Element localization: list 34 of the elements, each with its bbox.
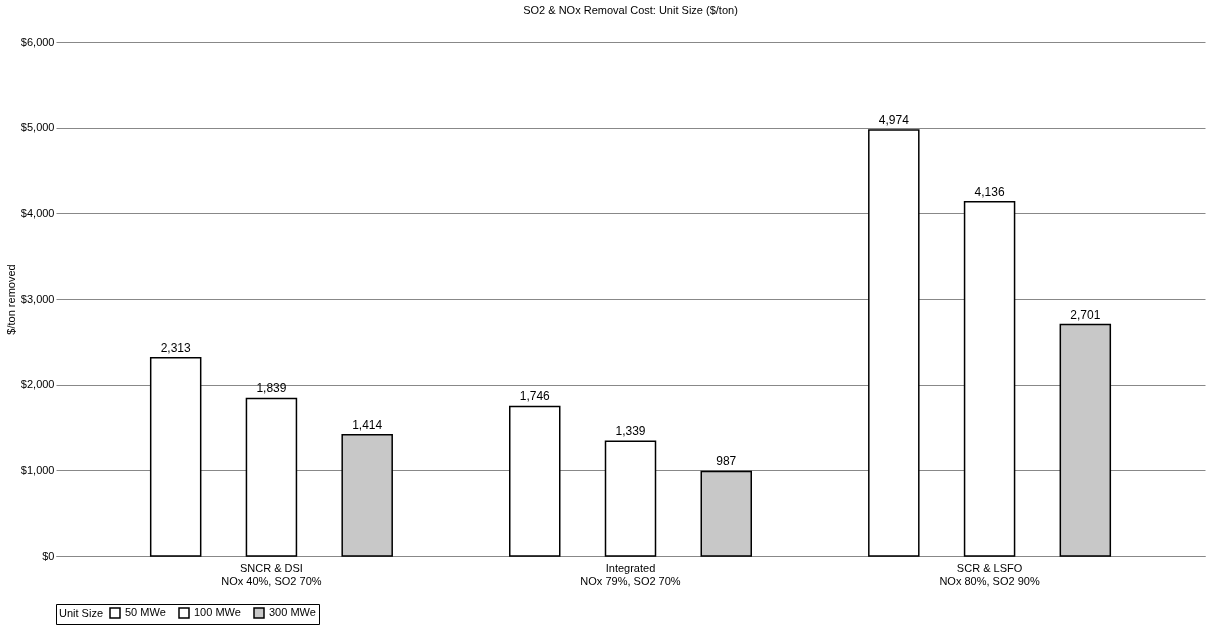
bar [509,405,561,557]
bar [1059,323,1112,557]
y-tick-label: $0 [42,549,55,562]
data-label: 1,414 [352,417,383,432]
y-tick-label: $3,000 [20,292,55,305]
y-tick-label: $2,000 [20,378,55,391]
data-label: 1,339 [615,424,646,439]
data-label: 4,974 [878,112,910,127]
bar [604,440,657,557]
y-tick-label: $1,000 [20,463,55,476]
bar [245,397,298,557]
x-tick-label: SNCR & DSI NOx 40%, SO2 70% [221,561,322,587]
x-tick-label: Integrated NOx 79%, SO2 70% [580,561,681,587]
y-tick-label: $6,000 [20,35,55,48]
data-label: 987 [716,454,737,469]
data-label: 2,701 [1070,307,1101,322]
data-label: 4,136 [974,184,1005,199]
legend-label: 300 MWe [269,606,316,618]
bar [341,434,393,557]
data-label: 2,313 [160,340,192,355]
y-tick-label: $4,000 [20,206,55,219]
data-label: 1,839 [256,381,287,396]
legend-title: Unit Size [59,607,104,619]
bar [963,200,1016,557]
y-tick-label: $5,000 [20,121,55,134]
chart-title: SO2 & NOx Removal Cost: Unit Size ($/ton) [523,4,738,16]
bar [149,357,202,557]
y-axis-title: $/ton removed [4,264,17,335]
data-label: 1,746 [519,389,551,404]
legend-label: 100 MWe [194,606,241,618]
legend-label: 50 MWe [125,606,166,618]
bar [700,470,752,557]
x-tick-label: SCR & LSFO NOx 80%, SO2 90% [939,561,1040,587]
bar [868,129,920,557]
